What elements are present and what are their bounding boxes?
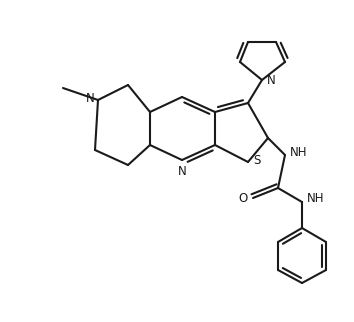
Text: NH: NH bbox=[290, 146, 308, 158]
Text: N: N bbox=[178, 165, 186, 178]
Text: O: O bbox=[239, 192, 248, 204]
Text: N: N bbox=[86, 91, 95, 105]
Text: S: S bbox=[253, 154, 261, 166]
Text: N: N bbox=[267, 73, 276, 87]
Text: NH: NH bbox=[307, 193, 325, 205]
